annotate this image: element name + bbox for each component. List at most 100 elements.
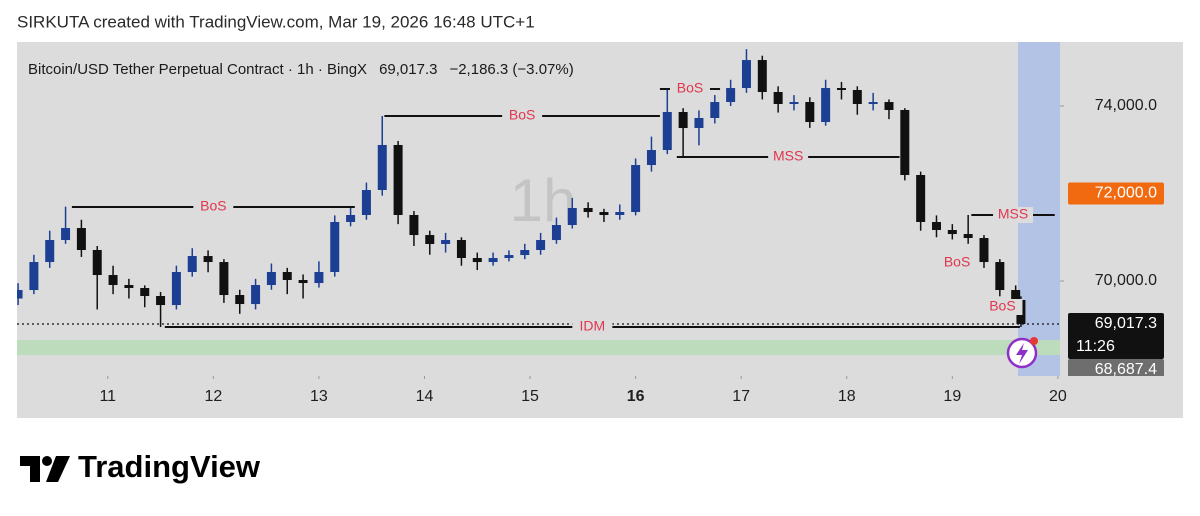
- candle-body: [266, 272, 276, 285]
- last-price: 69,017.3: [379, 61, 437, 78]
- candle-body: [821, 88, 831, 123]
- candle-body: [852, 89, 862, 104]
- candle-body: [963, 234, 973, 239]
- candle-body: [61, 228, 71, 241]
- x-tick-label: 19: [943, 388, 961, 405]
- zone: [17, 340, 1060, 355]
- candle-body: [140, 288, 150, 297]
- symbol-legend: Bitcoin/USD Tether Perpetual Contract · …: [28, 61, 574, 78]
- symbol-name: Bitcoin/USD Tether Perpetual Contract · …: [28, 61, 367, 78]
- candle-body: [425, 235, 435, 245]
- price-change: −2,186.3 (−3.07%): [449, 61, 573, 78]
- alert-icon[interactable]: [1006, 337, 1038, 369]
- x-tick-label: 20: [1049, 388, 1067, 405]
- candle-body: [76, 228, 86, 250]
- candle-body: [393, 144, 403, 215]
- structure-label-bg: [768, 149, 809, 166]
- candle-body: [947, 230, 957, 235]
- candle-body: [472, 258, 482, 263]
- candle-body: [520, 249, 530, 256]
- price-label-box: [1068, 182, 1164, 205]
- candle-body: [124, 284, 134, 289]
- x-tick-label: 18: [838, 388, 856, 405]
- candle-body: [726, 88, 736, 103]
- candle-body: [314, 272, 324, 284]
- structure-label-bg: [572, 318, 613, 335]
- x-tick-label: 16: [627, 388, 645, 405]
- candle-body: [346, 214, 356, 222]
- structure-label-bg: [502, 108, 543, 125]
- candle-body: [979, 238, 989, 263]
- candle-body: [298, 280, 308, 284]
- candle-body: [108, 275, 118, 285]
- time-axis: 11 12 13 14 15 16 17 18 19 20: [99, 376, 1067, 405]
- structure-label: BoS: [944, 254, 970, 270]
- candle-body: [251, 284, 261, 305]
- x-tick-label: 12: [204, 388, 222, 405]
- candle-body: [646, 150, 656, 166]
- candle-body: [931, 221, 941, 231]
- candle-body: [203, 256, 213, 263]
- price-label: 68,687.4: [1095, 361, 1157, 378]
- structure-label-bg: [193, 199, 234, 216]
- structure-label-bg: [937, 255, 978, 272]
- brand-logo: [20, 456, 70, 482]
- price-label: 69,017.3: [1095, 315, 1157, 332]
- candle-body: [219, 262, 229, 296]
- candle-body: [45, 240, 55, 263]
- structure-label: BoS: [677, 80, 703, 96]
- candle-body: [504, 255, 514, 259]
- structure-label: IDM: [580, 318, 606, 334]
- candle-body: [171, 272, 181, 306]
- candle-body: [868, 102, 878, 104]
- candle-body: [361, 190, 371, 215]
- candle-body: [789, 102, 799, 104]
- chart-panel: [17, 42, 1183, 418]
- candle-body: [29, 262, 39, 291]
- x-tick-label: 11: [99, 388, 116, 405]
- candle-body: [678, 112, 688, 129]
- structure-label-bg: [993, 206, 1034, 223]
- candle-body: [615, 212, 625, 215]
- candle-body: [567, 207, 577, 226]
- x-tick-label: 13: [310, 388, 328, 405]
- candle-body: [757, 60, 767, 93]
- candle-body: [235, 295, 245, 305]
- price-countdown: 11:26: [1076, 338, 1115, 355]
- structure-label: MSS: [998, 206, 1028, 222]
- candle-body: [441, 240, 451, 245]
- candle-body: [631, 165, 641, 213]
- candle-body: [456, 240, 466, 259]
- brand-name: TradingView: [78, 449, 261, 484]
- price-axis: 70,000.0 74,000.0 72,000.0 69,017.3 11:26 68,…: [1060, 97, 1164, 378]
- candle-body: [330, 221, 340, 273]
- candle-body: [488, 258, 498, 263]
- candle-body: [995, 262, 1005, 291]
- candle-body: [409, 214, 419, 236]
- structure-label: BoS: [989, 298, 1015, 314]
- candle-body: [694, 117, 704, 129]
- watermark: 1h: [510, 167, 577, 234]
- candle-body: [92, 249, 102, 276]
- price-label-box: [1068, 313, 1164, 360]
- structure-label: BoS: [509, 107, 535, 123]
- candle-body: [1011, 290, 1021, 301]
- header-title: SIRKUTA created with TradingView.com, Ma…: [17, 12, 535, 31]
- candle-body: [599, 212, 609, 215]
- candle-body: [187, 256, 197, 273]
- structure-label-bg: [982, 299, 1023, 316]
- x-tick-label: 15: [521, 388, 539, 405]
- candle-body: [17, 290, 23, 299]
- candle-body: [805, 102, 815, 123]
- candle-body: [900, 109, 910, 176]
- price-label: 72,000.0: [1095, 185, 1157, 202]
- candle-body: [583, 207, 593, 213]
- candle-body: [710, 102, 720, 118]
- structure-label: MSS: [773, 148, 803, 164]
- candle-body: [536, 240, 546, 250]
- candle-body: [662, 112, 672, 151]
- x-tick-label: 14: [416, 388, 434, 405]
- candle-body: [916, 175, 926, 222]
- candle-body: [551, 225, 561, 241]
